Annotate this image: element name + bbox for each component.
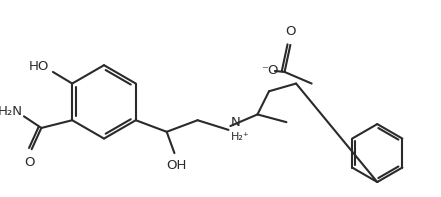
Text: O: O xyxy=(25,156,35,169)
Text: OH: OH xyxy=(166,159,187,172)
Text: O: O xyxy=(285,25,295,38)
Text: H₂⁺: H₂⁺ xyxy=(230,132,249,142)
Text: HO: HO xyxy=(29,60,49,73)
Text: ⁻O: ⁻O xyxy=(262,63,279,76)
Text: H₂N: H₂N xyxy=(0,105,23,118)
Text: N: N xyxy=(230,116,240,129)
